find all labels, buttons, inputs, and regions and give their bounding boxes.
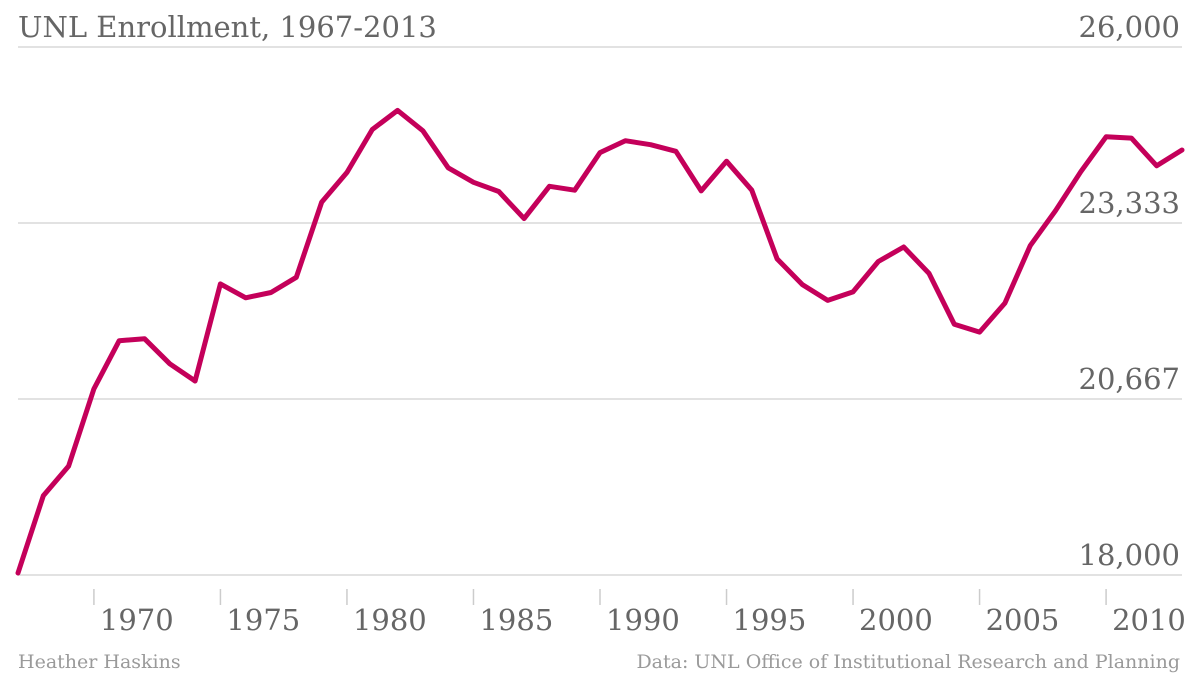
y-tick-label: 26,000: [1079, 10, 1180, 44]
series-line-0: [15, 107, 1185, 576]
x-axis-ticks: [93, 589, 1107, 605]
x-tick-label: 2005: [986, 603, 1060, 637]
y-tick-label: 20,667: [1079, 362, 1180, 396]
x-axis-labels: 1970 1975 1980 1985 1990 1995 2000 2005 2010: [100, 603, 1186, 637]
x-tick-label: 1970: [100, 603, 174, 637]
series-layer: [15, 107, 1185, 576]
y-tick-label: 18,000: [1079, 538, 1180, 572]
chart-title: UNL Enrollment, 1967-2013: [18, 10, 437, 44]
footer-author: Heather Haskins: [18, 651, 181, 673]
x-tick-label: 1995: [733, 603, 807, 637]
x-tick-label: 1990: [606, 603, 680, 637]
x-tick-label: 1975: [226, 603, 300, 637]
footer-source: Data: UNL Office of Institutional Resear…: [636, 651, 1180, 673]
gridlines: [18, 46, 1182, 576]
x-tick-label: 1985: [479, 603, 553, 637]
x-tick-label: 1980: [353, 603, 427, 637]
y-axis-labels: 18,000 20,667 23,333 26,000: [1079, 10, 1180, 572]
x-tick-label: 2000: [859, 603, 933, 637]
y-tick-label: 23,333: [1079, 186, 1180, 220]
x-tick-label: 2010: [1112, 603, 1186, 637]
